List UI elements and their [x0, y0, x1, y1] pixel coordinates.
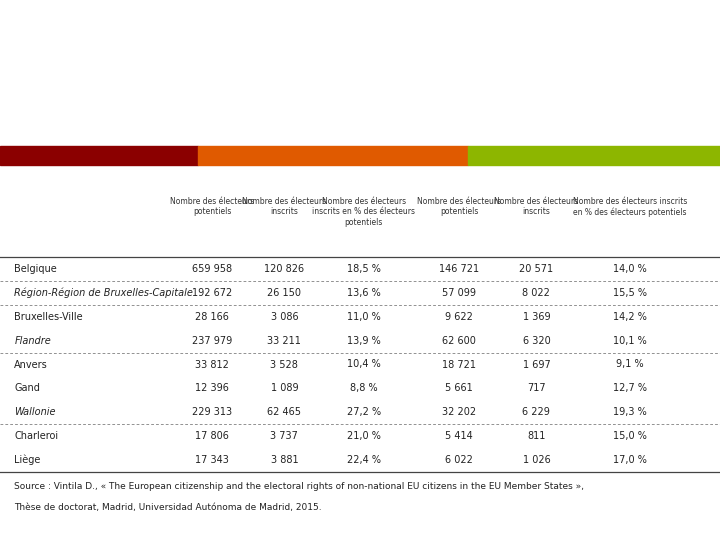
Text: 62 600: 62 600: [442, 336, 477, 346]
Text: 1 697: 1 697: [523, 360, 550, 369]
Text: 13,6 %: 13,6 %: [347, 288, 380, 298]
Text: Anvers: Anvers: [14, 360, 48, 369]
Text: 6 320: 6 320: [523, 336, 550, 346]
Text: 27,2 %: 27,2 %: [346, 407, 381, 417]
Text: Thèse de doctorat, Madrid, Universidad Autónoma de Madrid, 2015.: Thèse de doctorat, Madrid, Universidad A…: [14, 503, 322, 512]
Text: 10,1 %: 10,1 %: [613, 336, 647, 346]
Text: 33 812: 33 812: [195, 360, 230, 369]
Text: 26 150: 26 150: [267, 288, 302, 298]
Text: 6 022: 6 022: [446, 455, 473, 465]
Text: 8,8 %: 8,8 %: [350, 383, 377, 393]
Text: 13,9 %: 13,9 %: [347, 336, 380, 346]
Text: 120 826: 120 826: [264, 264, 305, 274]
Text: 20 571: 20 571: [519, 264, 554, 274]
Text: 5 661: 5 661: [446, 383, 473, 393]
Text: 17 806: 17 806: [195, 431, 230, 441]
Text: 19,3 %: 19,3 %: [613, 407, 647, 417]
Text: 3 881: 3 881: [271, 455, 298, 465]
Text: 18,5 %: 18,5 %: [346, 264, 381, 274]
Text: 6 229: 6 229: [523, 407, 550, 417]
Text: 12 396: 12 396: [195, 383, 230, 393]
Text: 3 086: 3 086: [271, 312, 298, 322]
Text: 22,4 %: 22,4 %: [346, 455, 381, 465]
Text: Nombre des électeurs inscrits
en % des électeurs potentiels: Nombre des électeurs inscrits en % des é…: [573, 197, 687, 217]
Bar: [0, 146, 198, 165]
Text: 12,7 %: 12,7 %: [613, 383, 647, 393]
Text: 14,2 %: 14,2 %: [613, 312, 647, 322]
Text: 229 313: 229 313: [192, 407, 233, 417]
Text: Nombre des électeurs
inscrits: Nombre des électeurs inscrits: [495, 197, 578, 217]
Text: 14,0 %: 14,0 %: [613, 264, 647, 274]
Text: 21,0 %: 21,0 %: [346, 431, 381, 441]
Text: 3 528: 3 528: [271, 360, 298, 369]
Text: 18 721: 18 721: [442, 360, 477, 369]
Text: Wallonie: Wallonie: [14, 407, 56, 417]
Text: Charleroi: Charleroi: [14, 431, 58, 441]
Text: 33 211: 33 211: [267, 336, 302, 346]
Text: 192 672: 192 672: [192, 288, 233, 298]
Text: 146 721: 146 721: [439, 264, 480, 274]
Text: 11,0 %: 11,0 %: [347, 312, 380, 322]
Text: 62 465: 62 465: [267, 407, 302, 417]
Text: 9 622: 9 622: [446, 312, 473, 322]
Text: Liège: Liège: [14, 455, 41, 465]
Bar: [198, 146, 468, 165]
Text: 17 343: 17 343: [195, 455, 230, 465]
Text: 5 414: 5 414: [446, 431, 473, 441]
Text: 659 958: 659 958: [192, 264, 233, 274]
Text: 10,4 %: 10,4 %: [347, 360, 380, 369]
Text: 15,5 %: 15,5 %: [613, 288, 647, 298]
Text: 237 979: 237 979: [192, 336, 233, 346]
Text: 8 022: 8 022: [523, 288, 550, 298]
Text: Flandre: Flandre: [14, 336, 51, 346]
Text: Nombre des électeurs
inscrits en % des électeurs
potentiels: Nombre des électeurs inscrits en % des é…: [312, 197, 415, 227]
Text: Gand: Gand: [14, 383, 40, 393]
Text: 717: 717: [527, 383, 546, 393]
Text: Source : Vintila D., « The European citizenship and the electoral rights of non-: Source : Vintila D., « The European citi…: [14, 482, 585, 491]
Text: Nombre des électeurs
inscrits: Nombre des électeurs inscrits: [243, 197, 326, 217]
Bar: [468, 146, 720, 165]
Text: 1 369: 1 369: [523, 312, 550, 322]
Text: Région-Région de Bruxelles-Capitale: Région-Région de Bruxelles-Capitale: [14, 288, 193, 298]
Text: Taux d’enregistrement des électeurs étrangers aux élections: Taux d’enregistrement des électeurs étra…: [63, 56, 657, 76]
Text: Nombre des électeurs
potentiels: Nombre des électeurs potentiels: [418, 197, 501, 217]
Text: 1 089: 1 089: [271, 383, 298, 393]
Text: 17,0 %: 17,0 %: [613, 455, 647, 465]
Text: 3 737: 3 737: [271, 431, 298, 441]
Text: 57 099: 57 099: [442, 288, 477, 298]
Text: 32 202: 32 202: [442, 407, 477, 417]
Text: 9,1 %: 9,1 %: [616, 360, 644, 369]
Text: 15,0 %: 15,0 %: [613, 431, 647, 441]
Text: 811: 811: [527, 431, 546, 441]
Text: communales de 2012: communales de 2012: [255, 97, 465, 117]
Text: 1 026: 1 026: [523, 455, 550, 465]
Text: Belgique: Belgique: [14, 264, 57, 274]
Text: Bruxelles-Ville: Bruxelles-Ville: [14, 312, 83, 322]
Text: Nombre des électeurs
potentiels: Nombre des électeurs potentiels: [171, 197, 254, 217]
Text: 28 166: 28 166: [195, 312, 230, 322]
